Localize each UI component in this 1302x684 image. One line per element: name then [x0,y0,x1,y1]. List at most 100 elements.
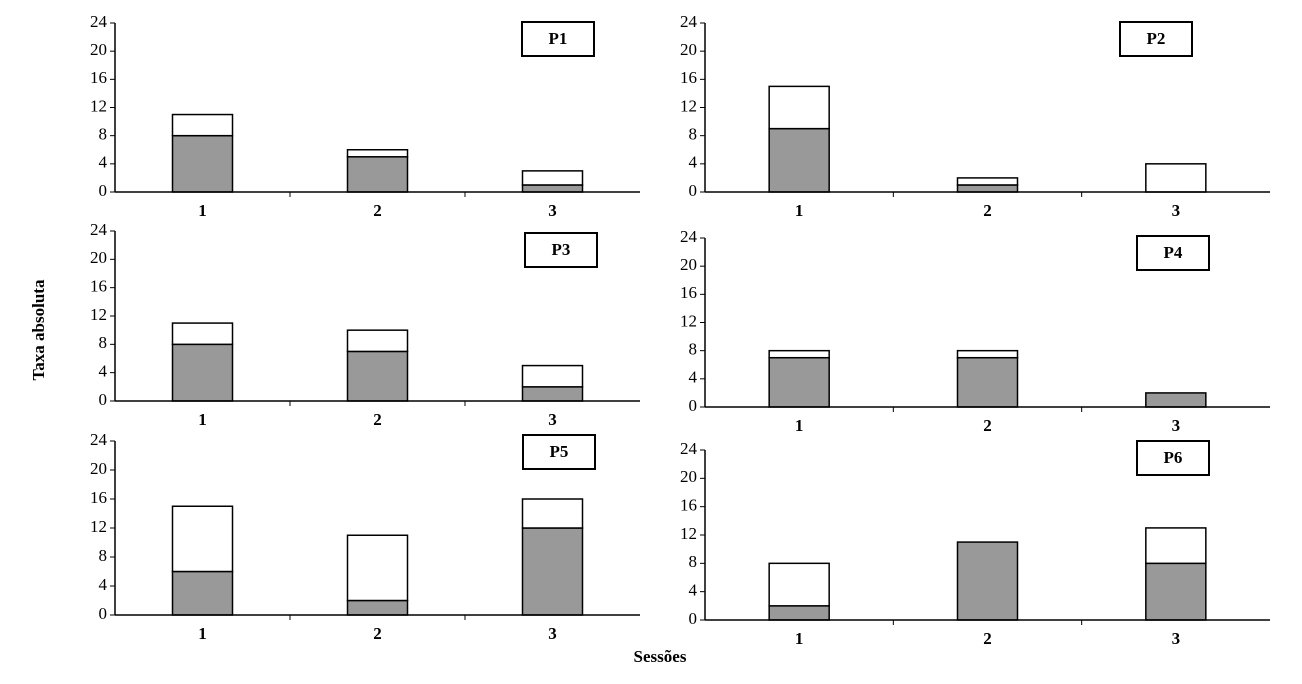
y-tick-label: 24 [680,439,698,458]
x-tick-label: 2 [983,629,992,648]
bar-segment [768,349,830,359]
bar-segment [346,599,409,616]
panel-title: P4 [1164,243,1183,262]
x-tick-label: 2 [373,624,382,643]
y-tick-label: 8 [99,125,108,144]
bar-segment [521,170,584,186]
y-tick-label: 0 [99,604,108,623]
y-tick-label: 16 [90,68,107,87]
bar-segment [1145,163,1207,193]
y-tick-label: 16 [90,277,107,296]
y-tick-label: 4 [689,368,698,387]
bar-segment [1145,527,1207,565]
bar-segment [956,177,1019,186]
bar-segment [346,350,409,402]
y-tick-label: 24 [90,430,108,449]
y-tick-label: 16 [680,496,697,515]
y-tick-label: 4 [99,153,108,172]
bar-segment [171,570,234,616]
y-tick-label: 24 [680,12,698,31]
panel-title: P5 [550,442,569,461]
bar-segment [1145,392,1207,408]
x-tick-label: 2 [373,201,382,220]
panel-title: P2 [1147,29,1166,48]
bar-segment [521,498,584,529]
y-tick-label: 8 [689,125,698,144]
y-tick-label: 20 [90,248,107,267]
bar-segment [521,386,584,402]
title-box [1136,235,1210,271]
x-tick-label: 2 [983,416,992,435]
y-tick-label: 0 [689,181,698,200]
y-tick-label: 16 [680,283,697,302]
x-tick-label: 1 [198,624,207,643]
y-tick-label: 20 [90,459,107,478]
bar-segment [346,149,409,158]
y-tick-label: 8 [689,340,698,359]
x-tick-label: 3 [548,201,557,220]
bar-segment [768,605,830,621]
y-tick-label: 12 [90,96,107,115]
title-box [521,21,595,57]
bar-segment [1145,562,1207,621]
y-tick-label: 24 [90,220,108,239]
x-tick-label: 1 [795,201,804,220]
bar-segment [521,184,584,193]
x-tick-label: 1 [795,416,804,435]
y-tick-label: 16 [90,488,107,507]
y-tick-label: 4 [689,581,698,600]
y-axis-label: Taxa absoluta [29,279,48,380]
bar-segment [521,527,584,616]
panel-title: P6 [1164,448,1183,467]
bar-segment [171,343,234,402]
y-tick-label: 12 [90,517,107,536]
y-tick-label: 20 [680,255,697,274]
y-tick-label: 20 [90,40,107,59]
bar-segment [171,505,234,573]
panel-title: P1 [549,29,568,48]
y-tick-label: 24 [90,12,108,31]
y-tick-label: 4 [99,575,108,594]
bar-segment [346,156,409,193]
x-tick-label: 3 [1172,416,1181,435]
bar-segment [956,349,1019,359]
y-tick-label: 12 [680,96,697,115]
y-tick-label: 8 [689,552,698,571]
y-tick-label: 8 [99,333,108,352]
title-box [1136,440,1210,476]
y-tick-label: 12 [90,305,107,324]
panel-title: P3 [552,240,571,259]
bar-segment [171,113,234,137]
x-tick-label: 2 [373,410,382,429]
title-box [522,434,596,470]
bar-segment [346,329,409,353]
bar-segment [956,356,1019,408]
y-tick-label: 0 [689,609,698,628]
bar-segment [956,541,1019,621]
x-axis-label: Sessões [634,647,687,666]
bar-segment [171,322,234,346]
x-tick-label: 1 [198,201,207,220]
y-tick-label: 8 [99,546,108,565]
bar-segment [956,184,1019,193]
bar-segment [768,562,830,607]
bar-segment [768,85,830,130]
y-tick-label: 4 [689,153,698,172]
bar-segment [521,364,584,388]
x-tick-label: 1 [198,410,207,429]
y-tick-label: 12 [680,524,697,543]
y-tick-label: 20 [680,40,697,59]
x-tick-label: 3 [548,624,557,643]
title-box [524,232,598,268]
x-tick-label: 1 [795,629,804,648]
bar-segment [346,534,409,602]
y-tick-label: 0 [99,181,108,200]
bar-segment [171,134,234,193]
y-tick-label: 20 [680,467,697,486]
y-tick-label: 0 [689,396,698,415]
y-tick-label: 4 [99,362,108,381]
x-tick-label: 3 [548,410,557,429]
bar-segment [768,127,830,193]
bar-segment [768,356,830,408]
